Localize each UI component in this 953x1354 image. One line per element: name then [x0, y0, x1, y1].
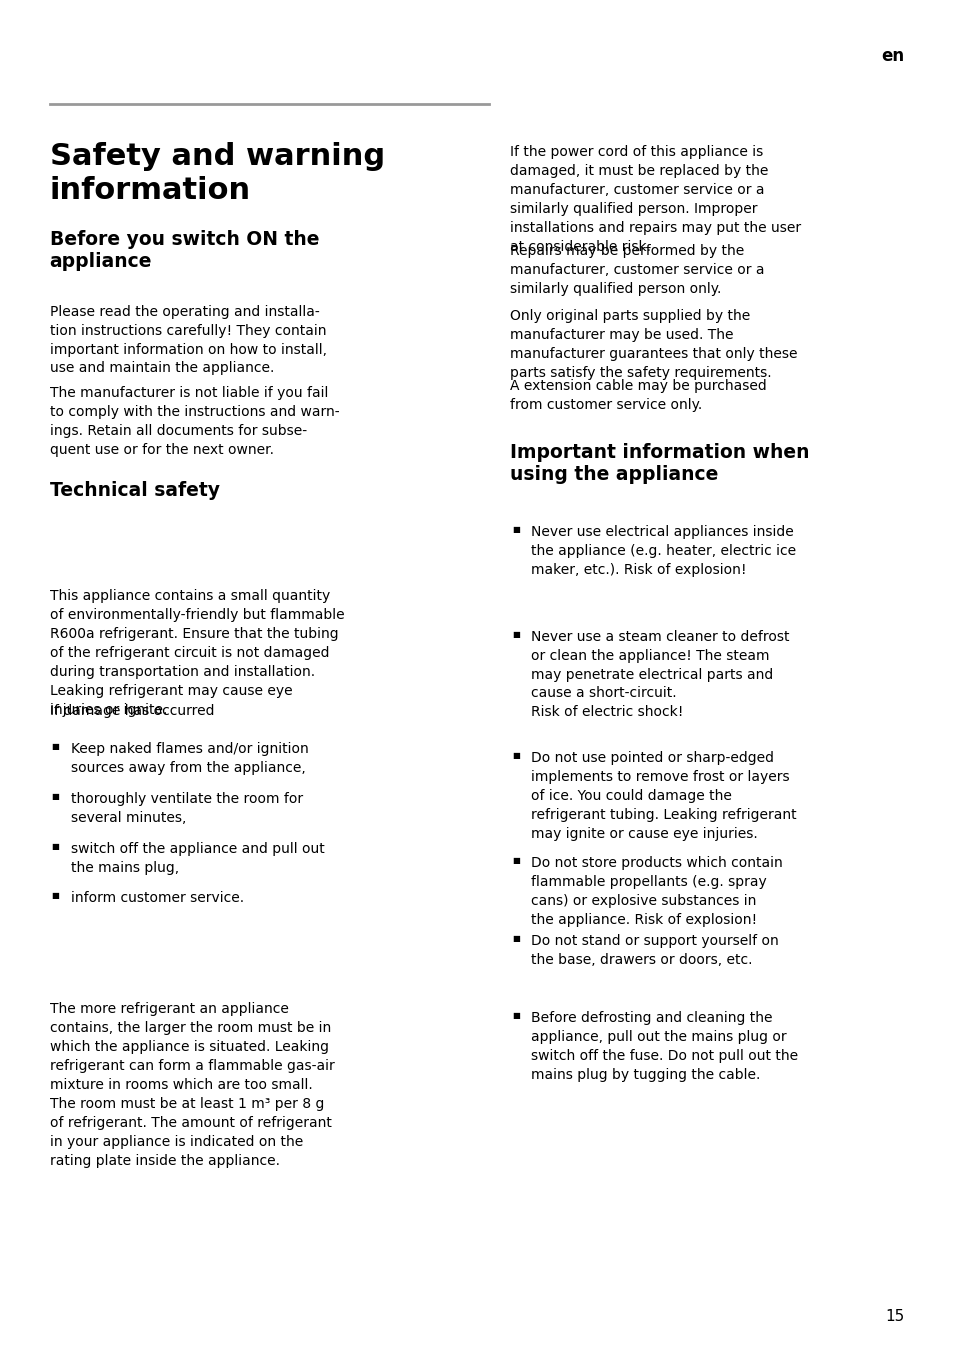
- Text: 15: 15: [884, 1309, 903, 1324]
- Text: ■: ■: [512, 751, 519, 761]
- Text: Never use electrical appliances inside
the appliance (e.g. heater, electric ice
: Never use electrical appliances inside t…: [531, 525, 796, 577]
- Text: Do not store products which contain
flammable propellants (e.g. spray
cans) or e: Do not store products which contain flam…: [531, 856, 782, 926]
- Text: Before defrosting and cleaning the
appliance, pull out the mains plug or
switch : Before defrosting and cleaning the appli…: [531, 1011, 798, 1082]
- Text: The manufacturer is not liable if you fail
to comply with the instructions and w: The manufacturer is not liable if you fa…: [50, 386, 339, 456]
- Text: inform customer service.: inform customer service.: [71, 891, 243, 904]
- Text: ■: ■: [512, 1011, 519, 1021]
- Text: ■: ■: [512, 856, 519, 865]
- Text: Please read the operating and installa-
tion instructions carefully! They contai: Please read the operating and installa- …: [50, 305, 326, 375]
- Text: If the power cord of this appliance is
damaged, it must be replaced by the
manuf: If the power cord of this appliance is d…: [510, 145, 801, 253]
- Text: Keep naked flames and/or ignition
sources away from the appliance,: Keep naked flames and/or ignition source…: [71, 742, 308, 774]
- Text: If damage has occurred: If damage has occurred: [50, 704, 213, 718]
- Text: Before you switch ON the
appliance: Before you switch ON the appliance: [50, 230, 318, 271]
- Text: ■: ■: [512, 525, 519, 535]
- Text: This appliance contains a small quantity
of environmentally-friendly but flammab: This appliance contains a small quantity…: [50, 589, 344, 716]
- Text: Do not use pointed or sharp-edged
implements to remove frost or layers
of ice. Y: Do not use pointed or sharp-edged implem…: [531, 751, 796, 841]
- Text: A extension cable may be purchased
from customer service only.: A extension cable may be purchased from …: [510, 379, 766, 412]
- Text: The more refrigerant an appliance
contains, the larger the room must be in
which: The more refrigerant an appliance contai…: [50, 1002, 334, 1167]
- Text: Safety and warning
information: Safety and warning information: [50, 142, 384, 204]
- Text: Never use a steam cleaner to defrost
or clean the appliance! The steam
may penet: Never use a steam cleaner to defrost or …: [531, 630, 789, 719]
- Text: Do not stand or support yourself on
the base, drawers or doors, etc.: Do not stand or support yourself on the …: [531, 934, 779, 967]
- Text: Repairs may be performed by the
manufacturer, customer service or a
similarly qu: Repairs may be performed by the manufact…: [510, 244, 764, 295]
- Text: ■: ■: [51, 742, 59, 751]
- Text: ■: ■: [512, 630, 519, 639]
- Text: ■: ■: [512, 934, 519, 944]
- Text: ■: ■: [51, 842, 59, 852]
- Text: Technical safety: Technical safety: [50, 481, 219, 500]
- Text: Only original parts supplied by the
manufacturer may be used. The
manufacturer g: Only original parts supplied by the manu…: [510, 309, 797, 379]
- Text: thoroughly ventilate the room for
several minutes,: thoroughly ventilate the room for severa…: [71, 792, 302, 825]
- Text: ■: ■: [51, 792, 59, 802]
- Text: switch off the appliance and pull out
the mains plug,: switch off the appliance and pull out th…: [71, 842, 324, 875]
- Text: ■: ■: [51, 891, 59, 900]
- Text: en: en: [881, 47, 903, 65]
- Text: Important information when
using the appliance: Important information when using the app…: [510, 443, 809, 483]
